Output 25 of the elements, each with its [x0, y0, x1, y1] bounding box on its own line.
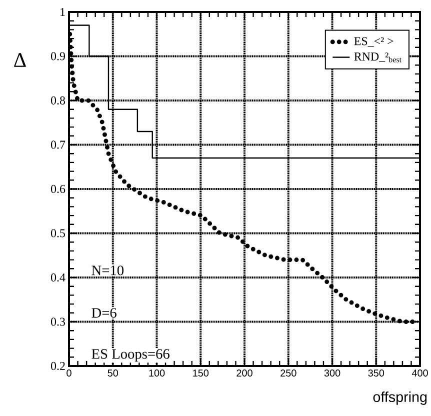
y-axis-title: Δ	[14, 53, 26, 67]
x-tick-label: 400	[412, 370, 428, 377]
y-tick-label: 0.8	[50, 96, 66, 105]
x-tick-label: 150	[193, 370, 209, 377]
x-tick-label: 200	[236, 370, 252, 377]
annotation: ES Loops=66	[92, 349, 170, 362]
y-tick-label: 1	[60, 8, 65, 16]
x-tick-label: 300	[324, 370, 340, 377]
y-tick-label: 0.4	[50, 273, 66, 282]
y-tick-label: 0.2	[50, 362, 65, 370]
x-tick-label: 0	[66, 370, 72, 377]
x-tick-label: 350	[368, 370, 384, 377]
legend-label: RND_²$_{best}$	[354, 52, 402, 62]
annotation: N=10	[92, 266, 124, 276]
x-tick-label: 250	[280, 370, 296, 377]
y-tick-label: 0.3	[50, 318, 66, 326]
y-tick-label: 0.5	[50, 229, 66, 238]
y-tick-label: 0.9	[50, 52, 65, 60]
y-tick-label: 0.6	[50, 184, 66, 194]
annotation: D=6	[92, 308, 116, 318]
y-tick-label: 0.7	[50, 140, 66, 149]
x-tick-label: 50	[108, 370, 118, 377]
x-tick-label: 100	[149, 370, 165, 377]
legend-label: ES_<² >	[354, 37, 394, 47]
x-axis-title: offspring	[373, 392, 427, 405]
